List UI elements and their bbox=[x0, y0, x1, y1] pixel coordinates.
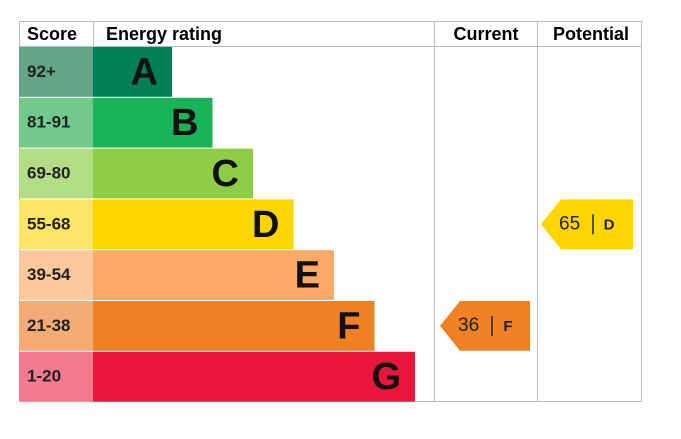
score-label: 21-38 bbox=[27, 316, 70, 335]
rating-letter: B bbox=[171, 102, 198, 144]
score-label: 39-54 bbox=[27, 265, 71, 284]
score-label: 92+ bbox=[27, 62, 56, 81]
potential-rating: D bbox=[604, 216, 615, 233]
rating-bar bbox=[93, 351, 415, 402]
rating-header: Energy rating bbox=[106, 24, 222, 44]
rating-bar bbox=[93, 148, 253, 199]
score-label: 69-80 bbox=[27, 163, 70, 182]
score-label: 1-20 bbox=[27, 367, 61, 386]
current-rating: F bbox=[503, 318, 512, 335]
score-cell bbox=[19, 250, 93, 300]
score-cell bbox=[19, 47, 93, 97]
potential-value: 65 bbox=[559, 213, 580, 234]
score-label: 55-68 bbox=[27, 214, 70, 233]
score-cell bbox=[19, 148, 93, 199]
rating-letter: F bbox=[337, 305, 360, 347]
score-cell bbox=[19, 351, 93, 402]
current-header: Current bbox=[453, 24, 518, 44]
rating-bar bbox=[93, 97, 213, 148]
score-cell bbox=[19, 97, 93, 148]
rating-bar bbox=[93, 250, 334, 300]
score-label: 81-91 bbox=[27, 113, 70, 132]
rating-letter: C bbox=[212, 153, 239, 195]
rating-letter: D bbox=[252, 204, 279, 246]
potential-header: Potential bbox=[553, 24, 629, 44]
potential-arrow bbox=[541, 199, 633, 250]
rating-letter: E bbox=[295, 255, 320, 297]
score-header: Score bbox=[27, 24, 77, 44]
score-cell bbox=[19, 199, 93, 250]
rating-letter: G bbox=[371, 356, 401, 398]
rating-letter: A bbox=[131, 51, 158, 93]
rating-bar bbox=[93, 199, 294, 250]
rating-bar bbox=[93, 301, 375, 351]
rating-bar bbox=[93, 47, 172, 97]
current-value: 36 bbox=[458, 315, 479, 336]
current-arrow bbox=[440, 301, 530, 351]
score-cell bbox=[19, 301, 93, 351]
